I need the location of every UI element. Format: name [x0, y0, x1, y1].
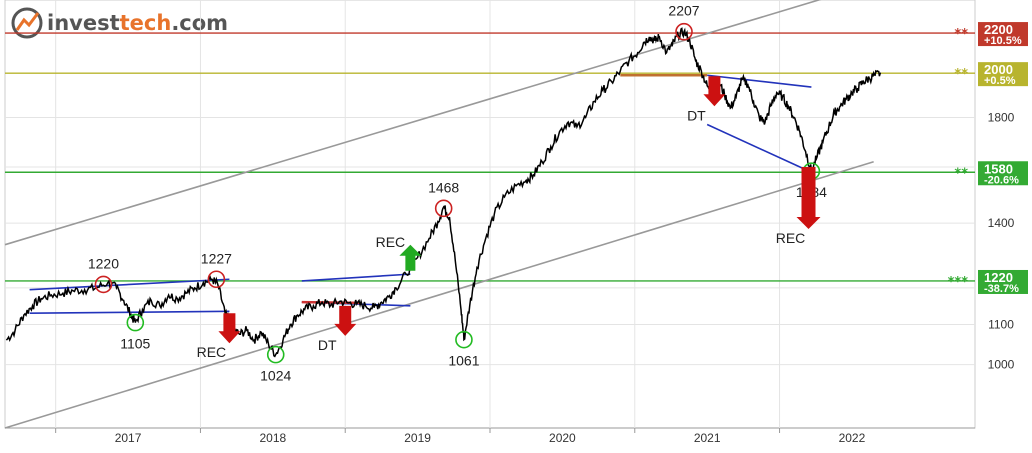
extremum-label: 1105	[120, 336, 150, 352]
signal-label: DT	[687, 107, 706, 123]
logo-icon	[11, 7, 43, 39]
trend-channel	[4, 0, 874, 429]
level-badge-1580	[978, 161, 1028, 186]
trend-line	[301, 273, 411, 282]
extremum-circle	[434, 199, 453, 218]
level-badge-value: 1220	[984, 270, 1013, 285]
level-badge-percent: -38.7%	[984, 283, 1019, 295]
level-badges: ** 2200+10.5% ** 2000+0.5% ** 1580-20.6% *** 12…	[948, 22, 1028, 295]
x-tick-label: 2021	[694, 431, 721, 445]
signal-label: REC	[776, 230, 806, 246]
trend-line	[706, 123, 812, 173]
level-badge-percent: +0.5%	[984, 75, 1016, 87]
extremum-markers: 12201105122710241468106122071584	[88, 3, 827, 384]
extremum-label: 1468	[428, 179, 459, 195]
extremum-label: 1024	[260, 368, 291, 384]
x-tick-label: 2020	[549, 431, 576, 445]
extremum-circle	[126, 313, 145, 332]
x-tick-label: 2019	[404, 431, 431, 445]
level-stars: **	[954, 27, 968, 42]
level-badge-value: 2200	[984, 22, 1013, 37]
extremum-circle	[94, 275, 113, 294]
level-badge-value: 2000	[984, 62, 1013, 77]
level-badge-value: 1580	[984, 161, 1013, 176]
signal-label: REC	[376, 234, 406, 250]
channel-line	[4, 160, 874, 429]
axis-ticks: 1000110012001400160018002017201820192020…	[115, 110, 1015, 445]
extremum-circle	[266, 345, 285, 364]
extremum-label: 1061	[448, 353, 479, 369]
level-badge-2000	[978, 62, 1028, 87]
signal-arrows: REC DT REC DT REC	[197, 76, 821, 360]
x-tick-label: 2017	[115, 431, 142, 445]
chart-grid	[4, 0, 976, 433]
price-line	[5, 27, 882, 358]
arrow-down-icon	[334, 305, 357, 336]
y-tick-label: 1400	[988, 216, 1015, 230]
logo-name-suffix: tech	[120, 11, 172, 35]
level-badge-2200	[978, 22, 1028, 47]
level-stars: **	[954, 67, 968, 82]
svg-text:investtech.com: investtech.com	[47, 11, 228, 35]
investtech-logo[interactable]: investtech.com	[11, 7, 228, 39]
level-badge-1220	[978, 269, 1028, 294]
x-tick-label: 2018	[259, 431, 286, 445]
extremum-circle	[207, 270, 226, 289]
logo-name-tld: .com	[171, 11, 228, 35]
extremum-label: 1220	[88, 255, 119, 271]
extremum-circle	[675, 22, 693, 41]
signal-label: REC	[197, 344, 227, 360]
level-badge-percent: -20.6%	[984, 174, 1019, 186]
level-stars: ***	[948, 275, 969, 290]
y-tick-label: 1800	[988, 110, 1015, 124]
y-tick-label: 1100	[988, 318, 1014, 332]
extremum-label: 1227	[201, 250, 232, 266]
level-badge-percent: +10.5%	[984, 35, 1022, 47]
arrow-down-icon	[796, 166, 821, 229]
y-tick-label: 1000	[988, 358, 1015, 372]
x-tick-label: 2022	[839, 431, 866, 445]
signal-label: DT	[318, 337, 337, 353]
logo-chart-icon	[15, 12, 40, 31]
level-stars: **	[954, 166, 968, 181]
arrow-up-icon	[399, 244, 422, 271]
trend-line	[707, 74, 812, 88]
logo-name-prefix: invest	[47, 11, 120, 35]
extremum-circle	[455, 330, 473, 349]
price-series	[5, 27, 882, 358]
extremum-label: 2207	[668, 3, 699, 19]
arrow-down-icon	[218, 313, 241, 344]
trend-line	[29, 278, 230, 291]
arrow-down-icon	[703, 76, 726, 107]
channel-line	[4, 0, 822, 246]
